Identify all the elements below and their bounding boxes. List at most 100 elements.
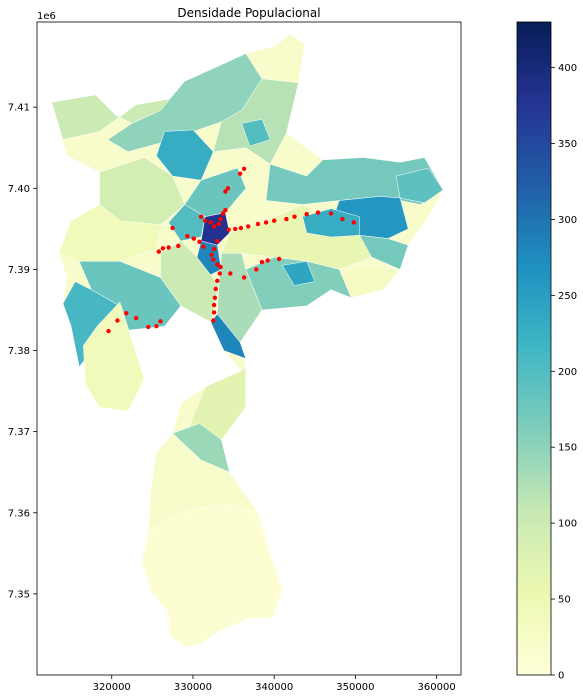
station-point xyxy=(166,245,171,250)
y-tick-label: 7.41 xyxy=(8,103,30,114)
colorbar-tick-label: 250 xyxy=(558,291,577,302)
district-region xyxy=(359,235,409,270)
station-point xyxy=(276,256,282,262)
x-tick-label: 340000 xyxy=(255,682,293,693)
colorbar-tick-label: 400 xyxy=(558,63,577,74)
station-point xyxy=(197,239,202,244)
station-point xyxy=(124,311,129,316)
colorbar-tick-label: 150 xyxy=(558,443,577,454)
chart-title: Densidade Populacional xyxy=(177,6,320,20)
station-point xyxy=(156,249,161,254)
district-region xyxy=(210,313,247,359)
district-region xyxy=(217,252,263,343)
station-point xyxy=(213,286,218,292)
station-point xyxy=(160,246,166,251)
x-tick-label: 350000 xyxy=(336,682,374,693)
district-region xyxy=(282,261,316,286)
station-point xyxy=(292,214,297,219)
station-point xyxy=(237,171,243,176)
station-point xyxy=(304,212,309,217)
station-point xyxy=(238,225,244,231)
station-point xyxy=(191,236,196,241)
station-point xyxy=(211,310,217,315)
axes-frame xyxy=(36,21,462,676)
station-point xyxy=(212,295,218,300)
stations-layer xyxy=(106,166,356,334)
station-point xyxy=(220,211,226,216)
station-point xyxy=(202,218,208,223)
station-point xyxy=(233,226,238,232)
y-offset-label: 1e6 xyxy=(37,11,56,22)
station-point xyxy=(201,244,206,249)
station-point xyxy=(215,262,220,267)
station-point xyxy=(254,267,259,272)
y-axis-ticks: 7.35 7.36 7.37 7.38 7.39 7.40 7.41 xyxy=(8,103,37,600)
district-region xyxy=(241,119,271,147)
colorbar-tick-label: 50 xyxy=(558,595,571,606)
station-point xyxy=(217,271,222,276)
station-point xyxy=(265,258,270,263)
colorbar-tick-label: 300 xyxy=(558,215,577,226)
station-point xyxy=(170,225,175,231)
x-tick-label: 320000 xyxy=(93,682,131,693)
station-point xyxy=(185,234,190,239)
station-point xyxy=(208,220,213,225)
x-tick-label: 330000 xyxy=(174,682,212,693)
x-axis-ticks: 320000 330000 340000 350000 360000 xyxy=(93,675,456,693)
district-region xyxy=(184,167,247,217)
station-point xyxy=(211,246,217,252)
district-region xyxy=(395,167,444,204)
station-point xyxy=(272,218,277,223)
station-point xyxy=(154,324,159,329)
y-tick-label: 7.36 xyxy=(8,508,30,519)
station-point xyxy=(211,257,216,262)
station-point xyxy=(218,264,223,270)
station-point xyxy=(198,214,204,219)
station-point xyxy=(241,166,247,171)
station-point xyxy=(226,227,231,232)
station-point xyxy=(315,210,321,215)
map-axes: 320000 330000 340000 350000 360000 7.357.367… xyxy=(8,11,462,693)
regions-layer xyxy=(51,33,444,647)
x-tick-label: 360000 xyxy=(418,682,456,693)
station-point xyxy=(176,243,181,249)
y-tick-label: 7.37 xyxy=(8,427,30,438)
station-point xyxy=(246,224,251,229)
station-point xyxy=(115,318,120,323)
station-point xyxy=(218,216,223,222)
station-point xyxy=(215,238,220,244)
district-region xyxy=(141,504,283,647)
y-tick-label: 7.39 xyxy=(8,265,30,276)
station-point xyxy=(328,211,334,216)
colorbar: 0 50 100 150 200 250 300 350 400 xyxy=(516,21,577,682)
colorbar-tick-label: 100 xyxy=(558,519,577,530)
y-tick-label: 7.38 xyxy=(8,346,30,357)
district-region xyxy=(188,368,247,441)
y-tick-label: 7.40 xyxy=(8,184,30,195)
station-point xyxy=(216,221,222,227)
station-point xyxy=(106,328,111,334)
colorbar-tick-label: 0 xyxy=(558,671,564,682)
station-point xyxy=(259,259,265,265)
station-point xyxy=(351,220,356,225)
station-point xyxy=(209,252,214,257)
colorbar-ticks: 0 50 100 150 200 250 300 350 400 xyxy=(551,63,577,682)
station-point xyxy=(211,224,217,229)
station-point xyxy=(215,278,220,283)
station-point xyxy=(340,216,345,222)
colorbar-gradient xyxy=(516,21,552,676)
station-point xyxy=(158,319,163,324)
station-point xyxy=(225,186,231,191)
station-point xyxy=(241,275,247,280)
station-point xyxy=(211,318,216,323)
station-point xyxy=(133,315,139,321)
station-point xyxy=(223,189,228,194)
colorbar-tick-label: 200 xyxy=(558,367,577,378)
station-point xyxy=(146,324,151,330)
station-point xyxy=(223,208,228,213)
station-point xyxy=(263,220,269,225)
y-tick-label: 7.35 xyxy=(8,589,30,600)
station-point xyxy=(284,216,289,222)
station-point xyxy=(211,302,217,308)
